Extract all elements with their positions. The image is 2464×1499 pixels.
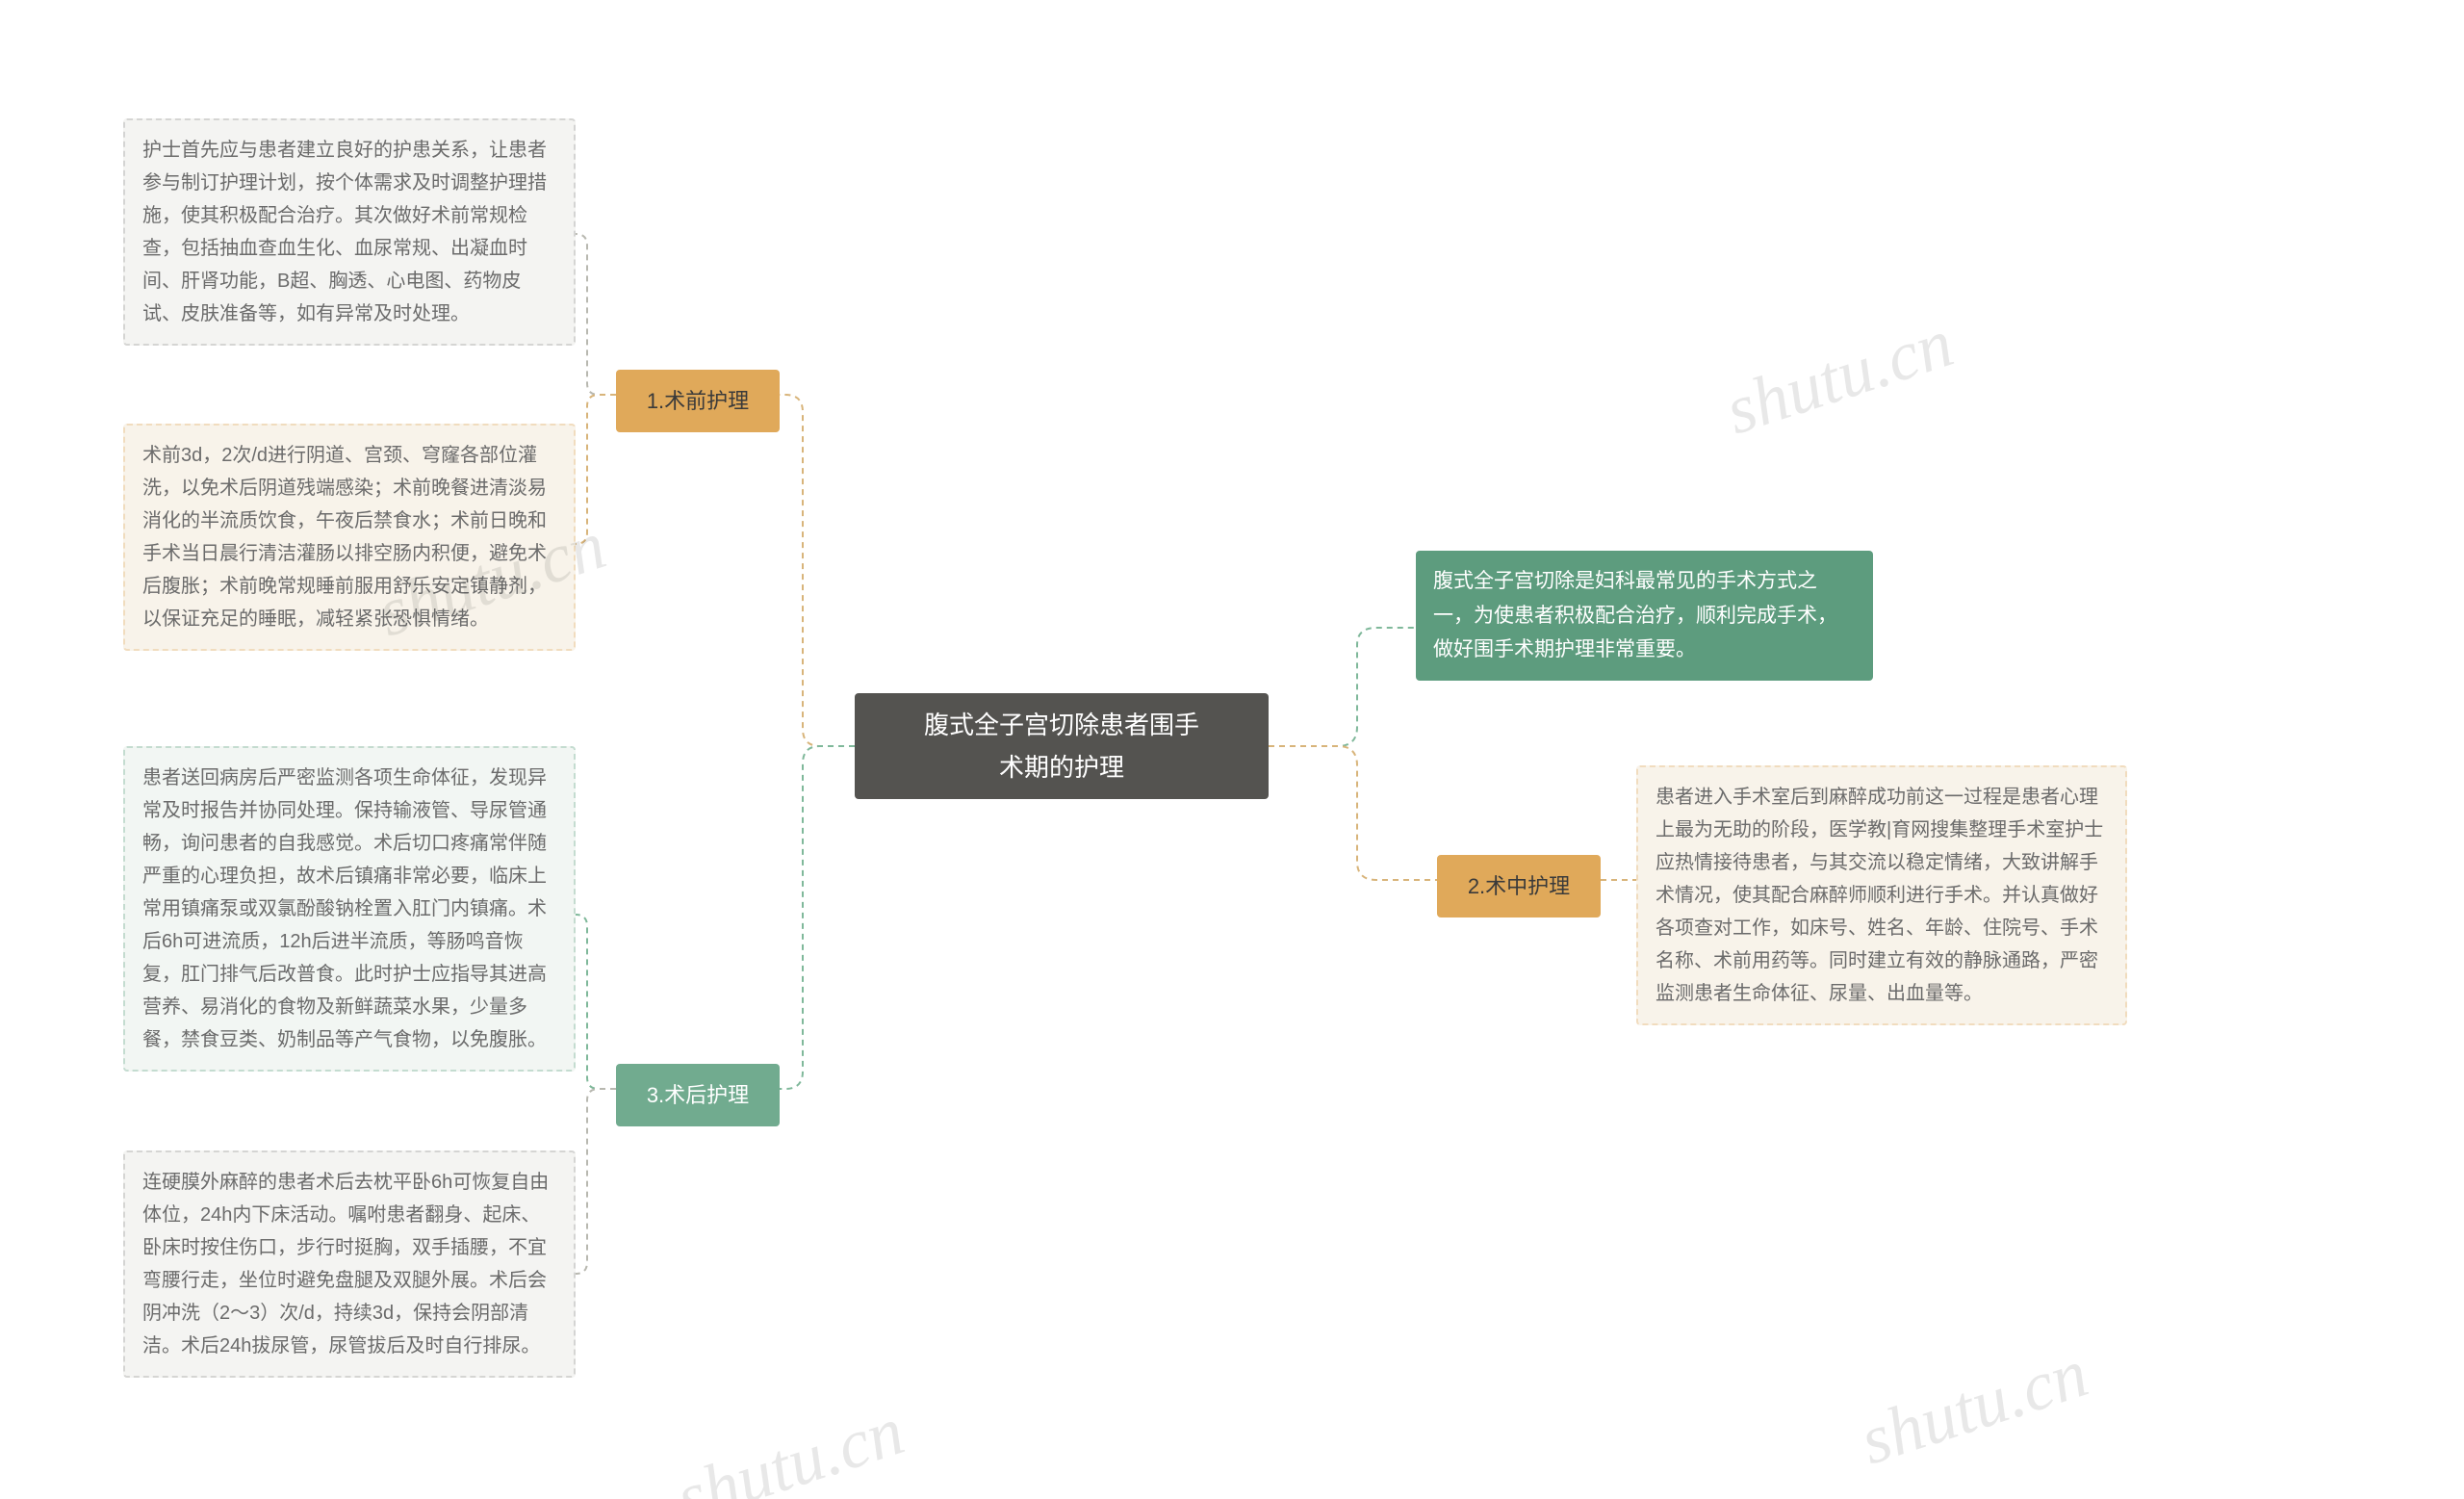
- conn-center-intraop: [1269, 746, 1437, 880]
- conn-center-intro: [1269, 628, 1416, 746]
- conn-preop-l2: [576, 395, 616, 544]
- leaf-preop-1-text: 护士首先应与患者建立良好的护患关系，让患者参与制订护理计划，按个体需求及时调整护…: [142, 140, 547, 324]
- leaf-postop-1-text: 患者送回病房后严密监测各项生命体征，发现异常及时报告并协同处理。保持输液管、导尿…: [142, 767, 547, 1050]
- center-node: 腹式全子宫切除患者围手 术期的护理: [855, 693, 1269, 799]
- branch-intraop: 2.术中护理: [1437, 855, 1601, 917]
- leaf-intraop-1: 患者进入手术室后到麻醉成功前这一过程是患者心理上最为无助的阶段，医学教|育网搜集…: [1636, 765, 2127, 1025]
- branch-postop-label: 3.术后护理: [647, 1083, 749, 1107]
- leaf-postop-2: 连硬膜外麻醉的患者术后去枕平卧6h可恢复自由体位，24h内下床活动。嘱咐患者翻身…: [123, 1150, 576, 1378]
- intro-text: 腹式全子宫切除是妇科最常见的手术方式之一，为使患者积极配合治疗，顺利完成手术，做…: [1433, 570, 1837, 660]
- watermark-2: shutu.cn: [667, 1391, 913, 1499]
- center-title: 腹式全子宫切除患者围手 术期的护理: [924, 704, 1199, 788]
- branch-preop: 1.术前护理: [616, 370, 780, 432]
- branch-postop: 3.术后护理: [616, 1064, 780, 1126]
- leaf-preop-2: 术前3d，2次/d进行阴道、宫颈、穹窿各部位灌洗，以免术后阴道残端感染；术前晚餐…: [123, 424, 576, 651]
- conn-postop-l2: [576, 1089, 616, 1274]
- leaf-postop-2-text: 连硬膜外麻醉的患者术后去枕平卧6h可恢复自由体位，24h内下床活动。嘱咐患者翻身…: [142, 1172, 549, 1357]
- watermark-4: shutu.cn: [1851, 1333, 2097, 1482]
- branch-intraop-label: 2.术中护理: [1468, 874, 1570, 898]
- leaf-intraop-1-text: 患者进入手术室后到麻醉成功前这一过程是患者心理上最为无助的阶段，医学教|育网搜集…: [1656, 787, 2103, 1004]
- leaf-postop-1: 患者送回病房后严密监测各项生命体征，发现异常及时报告并协同处理。保持输液管、导尿…: [123, 746, 576, 1072]
- watermark-3: shutu.cn: [1716, 303, 1963, 452]
- leaf-preop-2-text: 术前3d，2次/d进行阴道、宫颈、穹窿各部位灌洗，以免术后阴道残端感染；术前晚餐…: [142, 445, 547, 630]
- conn-preop-l1: [576, 234, 616, 395]
- conn-center-postop: [780, 746, 855, 1089]
- branch-preop-label: 1.术前护理: [647, 389, 749, 413]
- conn-postop-l1: [576, 915, 616, 1089]
- intro-node: 腹式全子宫切除是妇科最常见的手术方式之一，为使患者积极配合治疗，顺利完成手术，做…: [1416, 551, 1873, 681]
- leaf-preop-1: 护士首先应与患者建立良好的护患关系，让患者参与制订护理计划，按个体需求及时调整护…: [123, 118, 576, 346]
- conn-center-preop: [780, 395, 855, 746]
